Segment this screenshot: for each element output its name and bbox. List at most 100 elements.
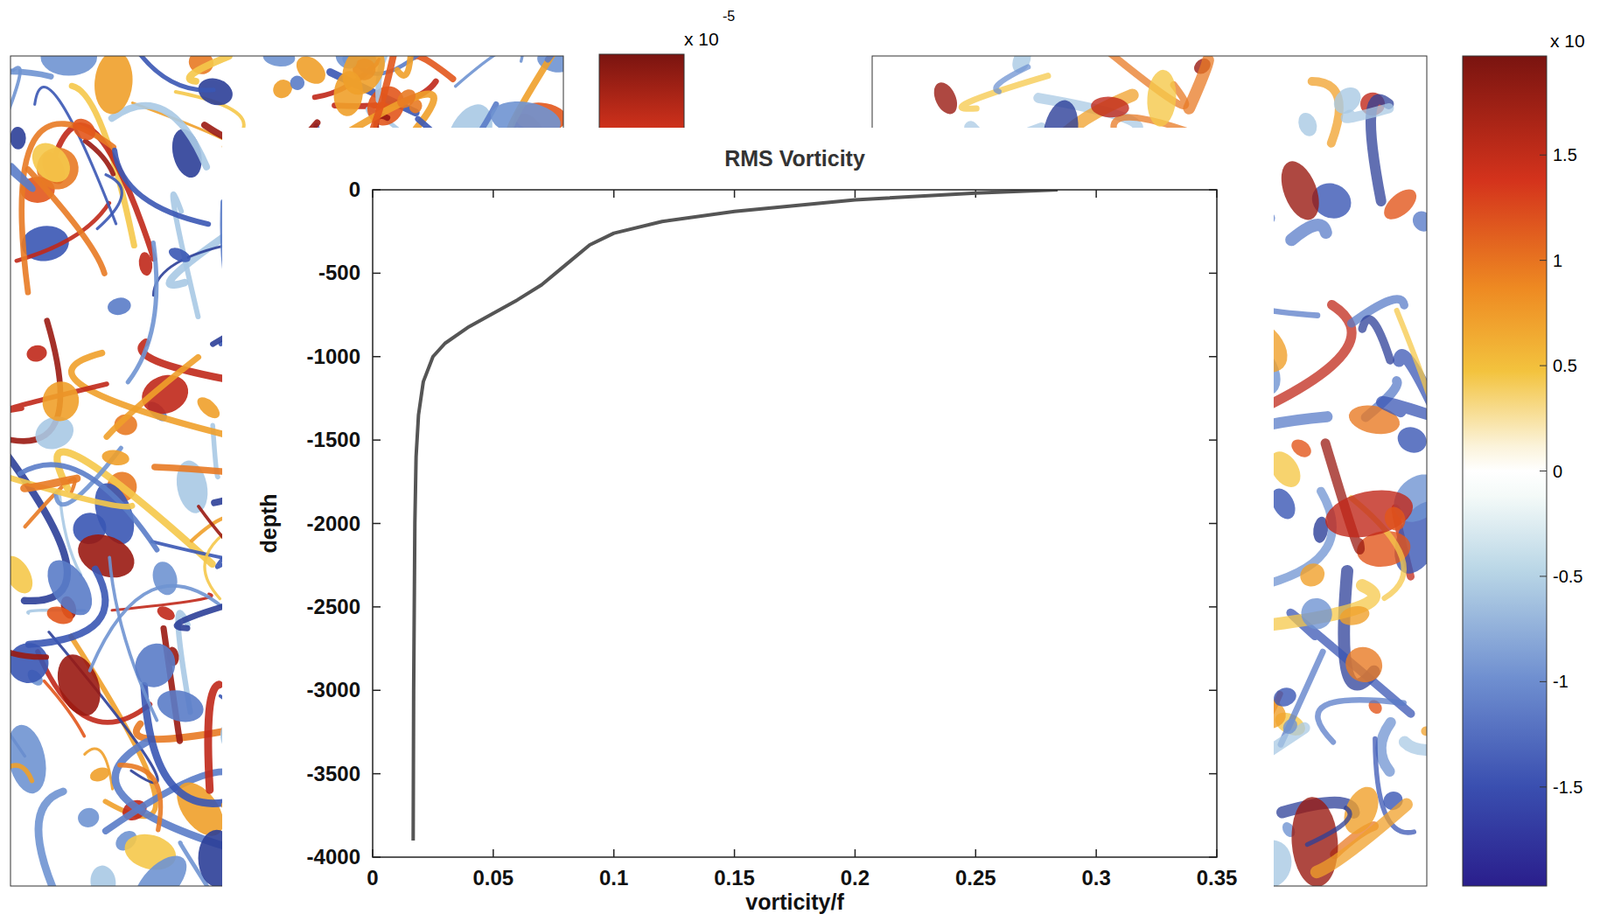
eddy (1320, 482, 1418, 545)
eddy (1271, 684, 1300, 711)
eddy (393, 85, 420, 112)
x-tick (1095, 189, 1097, 198)
x-tick (613, 849, 615, 858)
filament (97, 174, 122, 230)
eddy (44, 603, 76, 628)
x-tick (975, 849, 978, 858)
eddy (1381, 503, 1409, 534)
x-tick-label: 0.25 (955, 866, 997, 890)
filament (1316, 804, 1407, 873)
colorbar-tick-label: 0.5 (1552, 356, 1578, 376)
y-tick (372, 773, 381, 776)
y-tick (372, 272, 381, 275)
colorbar-tick-label: 1.5 (1552, 145, 1578, 165)
x-tick (733, 849, 736, 858)
filament (119, 765, 161, 831)
canvas: x 10-5-1.5-1-0.500.511.5x 1000.050.10.15… (0, 0, 1600, 921)
filament (20, 464, 157, 550)
x-tick-label: 0.35 (1196, 866, 1238, 890)
x-tick-label: 0.15 (713, 866, 755, 890)
colorbar (599, 54, 685, 133)
eddy (91, 55, 135, 116)
y-tick (372, 606, 381, 608)
eddy (88, 765, 112, 785)
eddy (105, 295, 133, 317)
x-tick (854, 189, 857, 198)
chart-title: RMS Vorticity (724, 146, 866, 171)
colorbar-tick-label: -1 (1552, 671, 1569, 692)
eddy (128, 637, 182, 694)
eddy (1393, 422, 1427, 457)
y-tick-label: -4000 (307, 845, 361, 869)
colorbar-exponent: -5 (722, 8, 735, 24)
y-tick-label: -1000 (307, 344, 361, 369)
eddy (10, 551, 39, 599)
filament (109, 557, 157, 720)
eddy (24, 135, 78, 190)
filament (10, 608, 47, 657)
eddy (154, 603, 177, 623)
eddy (25, 343, 49, 364)
eddy (166, 244, 193, 266)
eddy (291, 55, 331, 90)
chart-panel (222, 127, 1274, 921)
filament (1404, 741, 1427, 750)
filament (111, 105, 207, 168)
y-tick (1208, 606, 1217, 608)
filament (444, 55, 564, 60)
eddy (49, 649, 108, 722)
eddy (10, 635, 57, 692)
filament (106, 356, 199, 437)
filament (1382, 401, 1427, 445)
eddy (929, 78, 962, 118)
eddy (1337, 603, 1371, 629)
eddy (262, 55, 297, 69)
colorbar (1462, 55, 1547, 887)
colorbar-title: x 10 (684, 28, 720, 49)
x-tick (733, 189, 736, 198)
eddy (193, 393, 224, 423)
eddy (76, 805, 102, 830)
eddy (88, 864, 118, 887)
eddy (1279, 716, 1300, 738)
y-tick-label: -2000 (307, 511, 361, 536)
filament (1291, 224, 1326, 240)
filament (38, 791, 91, 887)
filament (1312, 81, 1340, 144)
y-tick (372, 356, 381, 358)
filament (10, 466, 133, 508)
filament (455, 55, 524, 87)
y-tick (372, 523, 381, 525)
y-tick-label: -3000 (307, 677, 361, 702)
colorbar-tick-label: -0.5 (1552, 566, 1583, 587)
y-axis-title: depth (256, 493, 281, 553)
eddy (153, 685, 208, 727)
colorbar-tick-label: 0 (1552, 461, 1563, 482)
rms-line (412, 189, 1058, 841)
eddy (1378, 183, 1422, 225)
filament (1380, 722, 1391, 772)
y-tick-label: 0 (349, 177, 361, 202)
colorbar-tick (1539, 681, 1547, 683)
eddy (10, 126, 27, 150)
x-tick (492, 849, 495, 858)
y-tick-label: -2500 (307, 594, 361, 619)
filament (189, 55, 230, 82)
eddy (1145, 69, 1178, 128)
y-tick (1208, 523, 1217, 525)
eddy (137, 251, 154, 277)
colorbar-tick (1539, 470, 1547, 472)
x-tick (613, 189, 615, 198)
filament (114, 150, 209, 224)
filament (28, 569, 106, 645)
plot-frame (372, 189, 1217, 858)
y-tick (1208, 272, 1217, 275)
filament (1398, 355, 1427, 442)
filament (44, 681, 85, 737)
filament (10, 78, 33, 189)
filament (208, 684, 220, 791)
y-tick (372, 439, 381, 441)
colorbar-tick-label: 1 (1552, 251, 1563, 271)
filament (1397, 310, 1427, 408)
eddy (1273, 155, 1327, 225)
